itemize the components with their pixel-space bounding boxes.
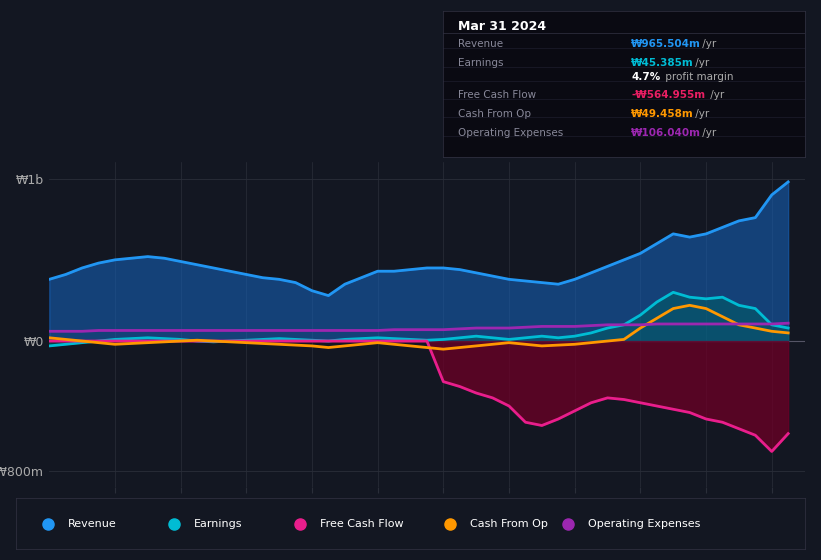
Text: /yr: /yr — [692, 109, 709, 119]
Text: Free Cash Flow: Free Cash Flow — [320, 519, 403, 529]
Text: Revenue: Revenue — [67, 519, 117, 529]
Text: ₩106.040m: ₩106.040m — [631, 128, 701, 138]
Text: ₩45.385m: ₩45.385m — [631, 58, 694, 68]
Text: Revenue: Revenue — [458, 39, 503, 49]
Text: /yr: /yr — [699, 39, 717, 49]
Text: /yr: /yr — [692, 58, 709, 68]
Text: Earnings: Earnings — [458, 58, 503, 68]
Text: Cash From Op: Cash From Op — [458, 109, 531, 119]
Text: /yr: /yr — [699, 128, 717, 138]
Text: profit margin: profit margin — [662, 72, 733, 82]
Text: /yr: /yr — [707, 90, 724, 100]
Text: Earnings: Earnings — [194, 519, 242, 529]
Text: Free Cash Flow: Free Cash Flow — [458, 90, 536, 100]
Text: ₩49.458m: ₩49.458m — [631, 109, 694, 119]
Text: -₩564.955m: -₩564.955m — [631, 90, 705, 100]
Text: Mar 31 2024: Mar 31 2024 — [458, 20, 546, 33]
Text: Operating Expenses: Operating Expenses — [458, 128, 563, 138]
Text: Operating Expenses: Operating Expenses — [588, 519, 700, 529]
Text: Cash From Op: Cash From Op — [470, 519, 548, 529]
Text: ₩965.504m: ₩965.504m — [631, 39, 701, 49]
Text: 4.7%: 4.7% — [631, 72, 660, 82]
